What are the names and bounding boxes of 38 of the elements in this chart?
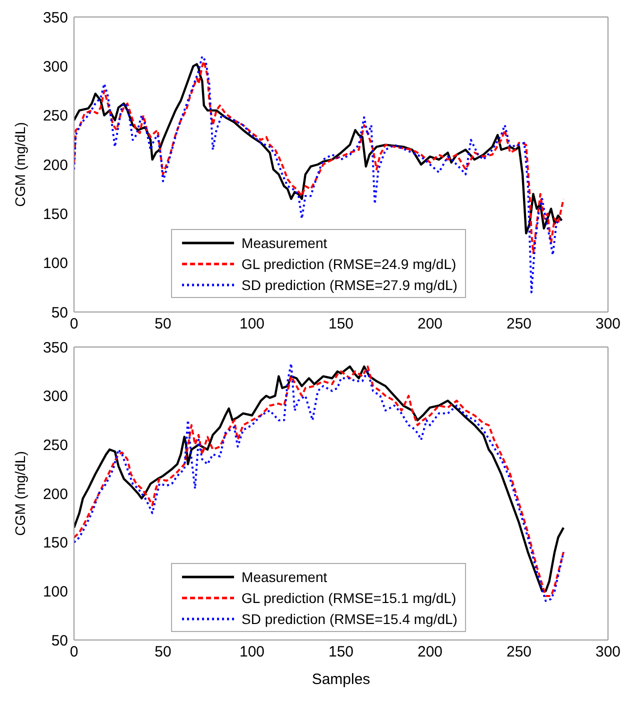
y-tick-label: 150: [42, 206, 68, 223]
y-axis-title: CGM (mg/dL): [12, 122, 28, 207]
x-tick-label: 200: [417, 644, 443, 661]
y-tick-label: 350: [42, 9, 68, 26]
legend-label: Measurement: [242, 568, 328, 584]
y-tick-label: 250: [42, 108, 68, 125]
y-tick-label: 350: [42, 339, 68, 356]
x-tick-label: 250: [506, 316, 532, 333]
line-series: [74, 55, 561, 294]
x-tick-label: 100: [239, 316, 265, 333]
x-tick-label: 200: [417, 316, 443, 333]
x-tick-label: 300: [595, 644, 621, 661]
y-tick-label: 200: [42, 156, 68, 174]
x-tick-label: 150: [328, 644, 354, 661]
y-axis-title: CGM (mg/dL): [12, 451, 28, 536]
legend-label: SD prediction (RMSE=15.4 mg/dL): [242, 610, 458, 626]
y-tick-label: 150: [42, 534, 68, 552]
x-tick-label: 300: [595, 316, 621, 333]
x-tick-label: 50: [154, 644, 172, 661]
y-tick-label: 300: [42, 388, 68, 406]
x-tick-label: 0: [70, 316, 78, 333]
y-tick-label: 100: [42, 255, 68, 272]
y-tick-label: 50: [51, 304, 68, 322]
y-tick-label: 50: [51, 632, 68, 650]
legend-label: SD prediction (RMSE=27.9 mg/dL): [242, 276, 458, 292]
legend-label: Measurement: [242, 234, 328, 250]
x-tick-label: 150: [328, 316, 354, 333]
y-tick-label: 300: [42, 58, 68, 76]
legend-label: GL prediction (RMSE=24.9 mg/dL): [242, 256, 456, 272]
y-tick-label: 200: [42, 486, 68, 503]
x-tick-label: 0: [70, 644, 78, 661]
y-tick-label: 250: [42, 436, 68, 454]
legend-label: GL prediction (RMSE=15.1 mg/dL): [242, 590, 456, 606]
x-tick-label: 50: [154, 316, 172, 333]
y-tick-label: 100: [42, 583, 68, 600]
x-tick-label: 100: [239, 644, 265, 661]
x-tick-label: 250: [506, 644, 532, 661]
x-axis-title: Samples: [312, 671, 370, 688]
